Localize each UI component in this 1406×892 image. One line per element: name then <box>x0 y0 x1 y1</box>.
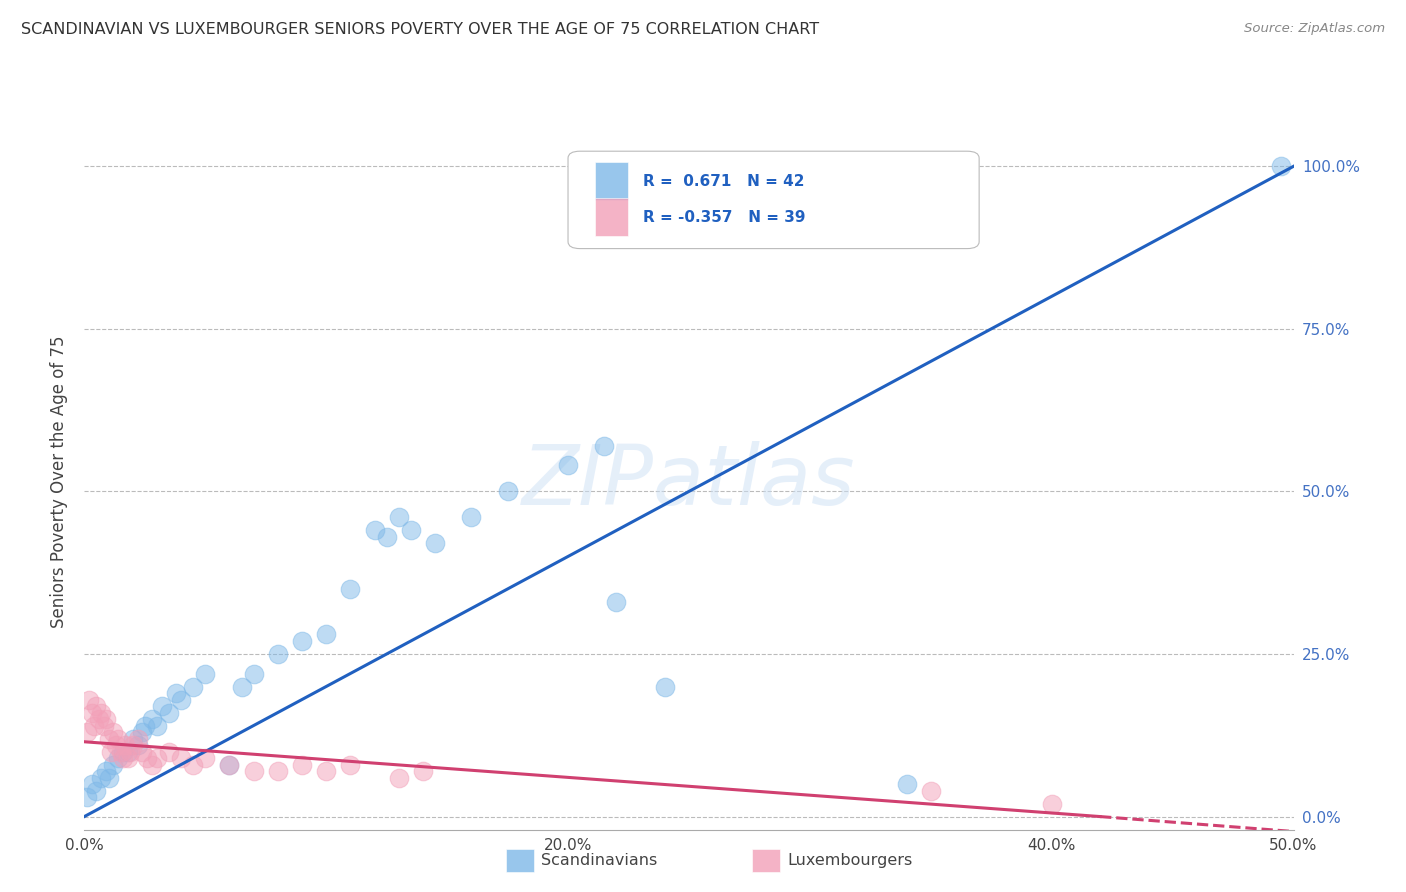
Point <box>97 731 120 746</box>
Point <box>605 595 627 609</box>
Point <box>242 764 264 778</box>
Point <box>231 680 253 694</box>
Point <box>76 725 98 739</box>
Point <box>94 764 117 778</box>
Point <box>157 745 180 759</box>
Point <box>170 751 193 765</box>
Point <box>315 627 337 641</box>
Point <box>920 783 942 797</box>
Point <box>291 634 314 648</box>
Point <box>146 751 169 765</box>
Point <box>103 725 125 739</box>
Point <box>1040 797 1063 811</box>
Point <box>86 783 108 797</box>
Point <box>363 524 385 538</box>
Point <box>181 757 204 772</box>
Point <box>100 745 122 759</box>
Point <box>218 757 240 772</box>
Point <box>86 698 108 713</box>
Point <box>110 745 132 759</box>
Text: ZIPatlas: ZIPatlas <box>522 442 856 522</box>
Point <box>104 738 127 752</box>
Point <box>80 706 103 720</box>
Point <box>146 718 169 732</box>
Point <box>90 771 112 785</box>
Text: Source: ZipAtlas.com: Source: ZipAtlas.com <box>1244 22 1385 36</box>
Point <box>150 698 173 713</box>
Point <box>399 524 422 538</box>
Point <box>267 764 290 778</box>
Point <box>388 510 411 524</box>
Point <box>460 510 482 524</box>
Point <box>127 738 149 752</box>
FancyBboxPatch shape <box>595 162 628 200</box>
Point <box>412 764 434 778</box>
Point <box>114 738 136 752</box>
Point <box>76 790 98 805</box>
Point <box>339 757 361 772</box>
FancyBboxPatch shape <box>595 198 628 236</box>
Text: Luxembourgers: Luxembourgers <box>787 854 912 868</box>
Point <box>157 706 180 720</box>
Point <box>496 484 519 499</box>
Point <box>165 686 187 700</box>
Point <box>107 751 129 765</box>
Point <box>194 666 217 681</box>
Point <box>654 680 676 694</box>
Point <box>94 712 117 726</box>
Point <box>103 757 125 772</box>
Point <box>170 692 193 706</box>
Point <box>77 692 100 706</box>
FancyBboxPatch shape <box>568 151 979 249</box>
Point <box>141 712 163 726</box>
Point <box>121 731 143 746</box>
Point <box>107 731 129 746</box>
Point <box>127 731 149 746</box>
Point <box>131 725 153 739</box>
Point <box>181 680 204 694</box>
Text: SCANDINAVIAN VS LUXEMBOURGER SENIORS POVERTY OVER THE AGE OF 75 CORRELATION CHAR: SCANDINAVIAN VS LUXEMBOURGER SENIORS POV… <box>21 22 820 37</box>
Point <box>315 764 337 778</box>
Point <box>131 745 153 759</box>
Text: R = -0.357   N = 39: R = -0.357 N = 39 <box>643 210 806 225</box>
Text: R =  0.671   N = 42: R = 0.671 N = 42 <box>643 174 804 188</box>
Point <box>120 745 142 759</box>
Point <box>267 647 290 661</box>
Point <box>375 530 398 544</box>
Point <box>117 751 139 765</box>
Point <box>339 582 361 596</box>
Point <box>423 536 446 550</box>
Point <box>134 718 156 732</box>
Point <box>83 718 105 732</box>
Point <box>388 771 411 785</box>
Point <box>97 771 120 785</box>
Text: Scandinavians: Scandinavians <box>541 854 658 868</box>
Point <box>121 738 143 752</box>
Point <box>291 757 314 772</box>
Point <box>80 777 103 791</box>
Point <box>117 745 139 759</box>
Point <box>593 439 616 453</box>
Point <box>896 777 918 791</box>
Point <box>90 706 112 720</box>
Point <box>112 751 135 765</box>
Point <box>141 757 163 772</box>
Point <box>194 751 217 765</box>
Point <box>1270 159 1292 173</box>
Point <box>557 458 579 473</box>
Point <box>112 745 135 759</box>
Point <box>218 757 240 772</box>
Point <box>242 666 264 681</box>
Point <box>136 751 159 765</box>
Y-axis label: Seniors Poverty Over the Age of 75: Seniors Poverty Over the Age of 75 <box>51 335 69 628</box>
Point <box>87 712 110 726</box>
Point <box>93 718 115 732</box>
